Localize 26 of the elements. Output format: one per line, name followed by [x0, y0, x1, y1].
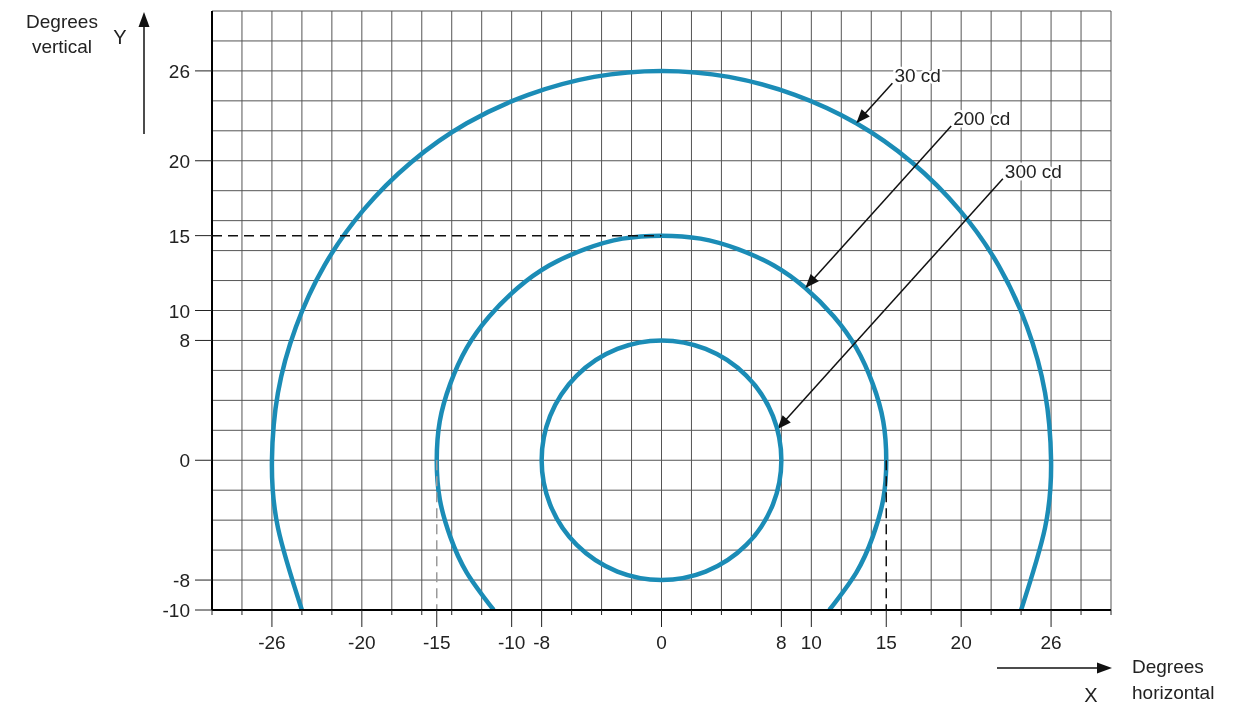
x-tick-label: -26 — [258, 631, 286, 653]
y-tick-label: 8 — [179, 329, 190, 351]
x-tick-label: -20 — [348, 631, 376, 653]
x-tick-label: -15 — [423, 631, 451, 653]
x-tick-label: 8 — [776, 631, 787, 653]
y-tick-label: 15 — [168, 225, 190, 247]
annotation: 300 cd — [1004, 160, 1062, 182]
text: Y — [112, 25, 128, 49]
x-tick-label: -8 — [533, 631, 551, 653]
x-tick-label: 0 — [656, 631, 667, 653]
annotation: 200 cd — [953, 107, 1011, 129]
y-tick-label: 26 — [168, 60, 190, 82]
line-series — [434, 233, 889, 610]
y-axis-title: Degrees vertical — [25, 10, 99, 59]
y-tick-label: 0 — [179, 449, 190, 471]
y-tick-label: 20 — [168, 150, 190, 172]
x-tick-label: 10 — [800, 631, 822, 653]
y-tick-label: -10 — [162, 599, 190, 621]
x-axis-title: Degrees horizontal — [1132, 655, 1216, 705]
y-tick-label: 10 — [168, 300, 190, 321]
y-tick-label: -8 — [173, 569, 190, 591]
x-tick-label: 26 — [1040, 631, 1062, 653]
x-tick-label: 20 — [950, 631, 972, 653]
x-tick-label: -10 — [497, 631, 526, 653]
x-tick-label: 15 — [875, 631, 897, 653]
text: X — [1083, 684, 1099, 706]
